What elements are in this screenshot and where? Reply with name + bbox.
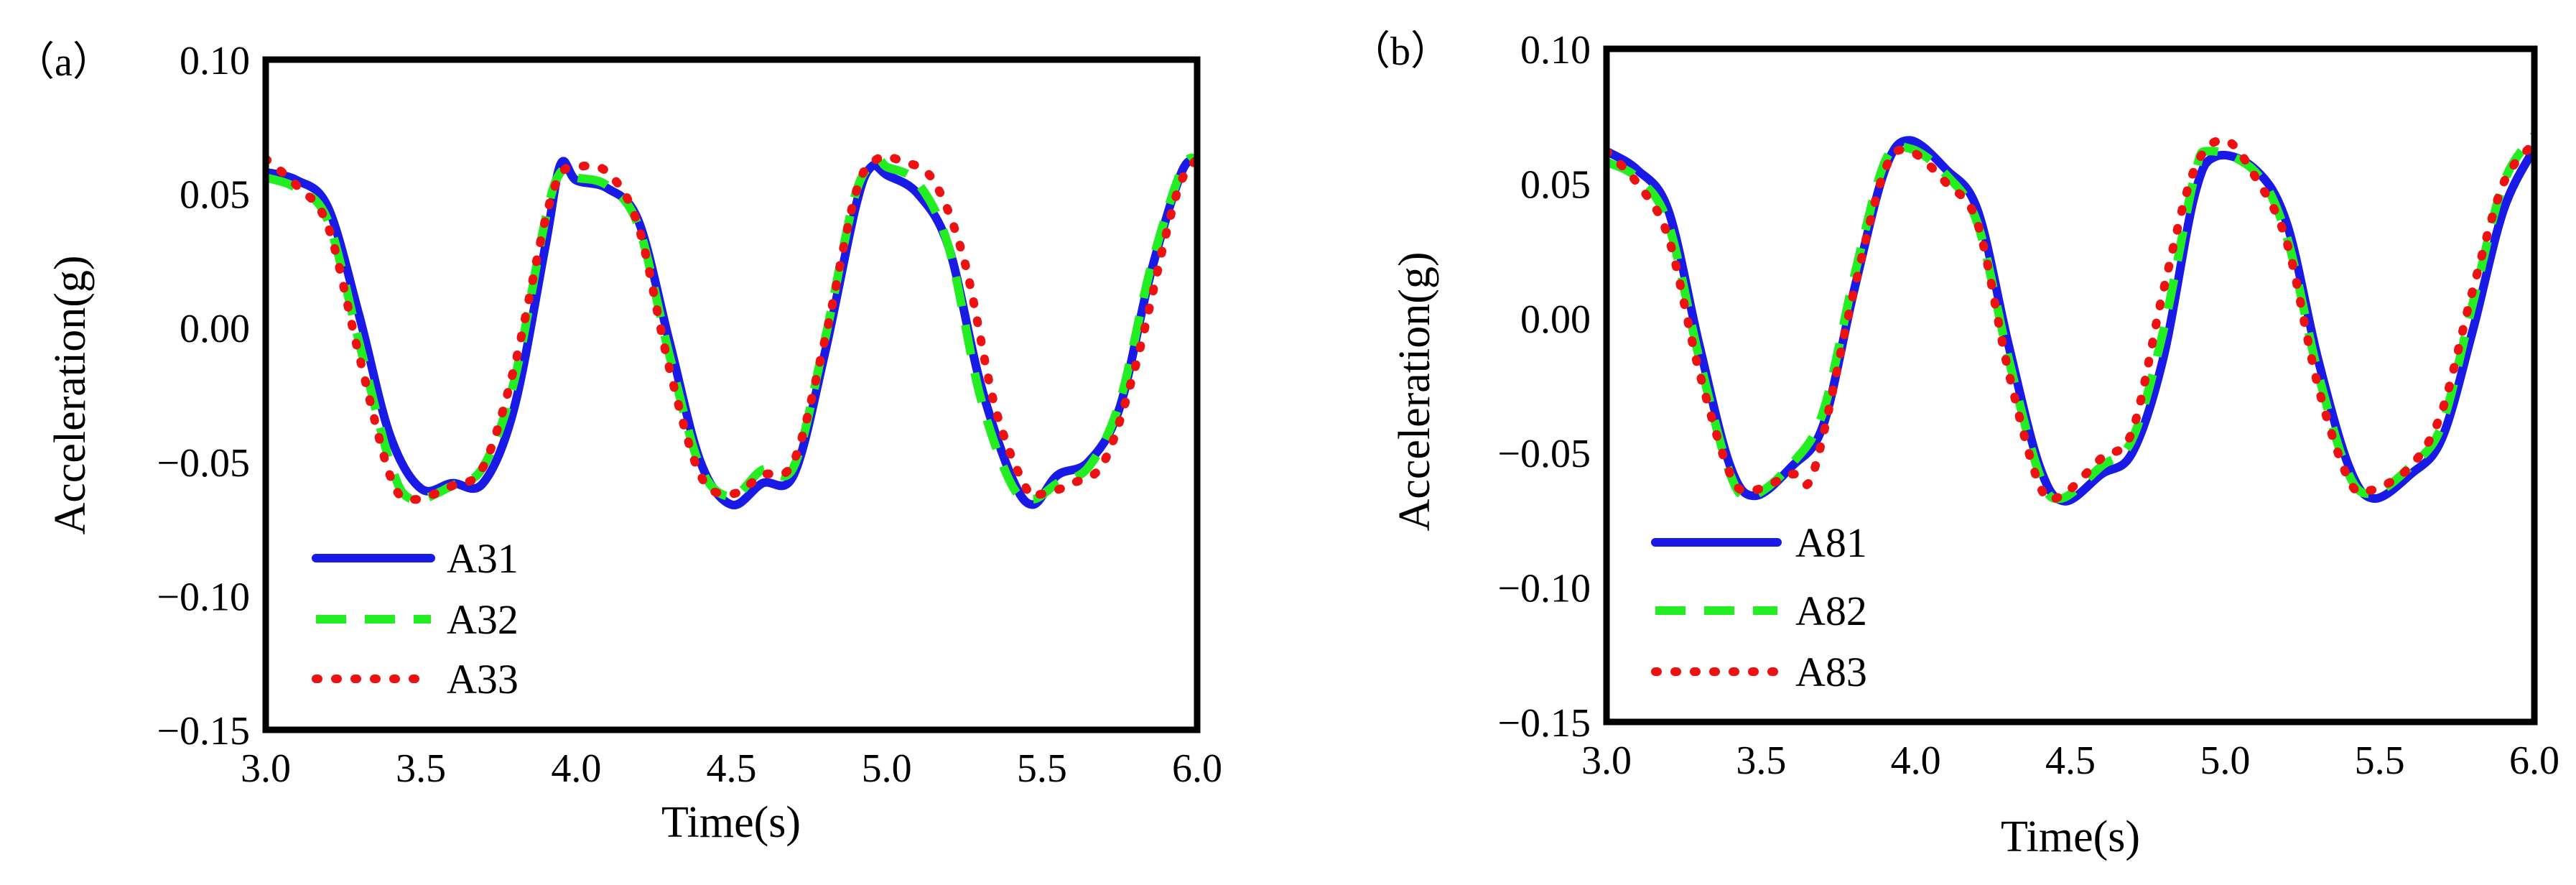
- y-axis-label-b: Acceleration(g): [1390, 252, 1439, 532]
- x-tick-labels-b: 3.0 3.5 4.0 4.5 5.0 5.5 6.0: [1581, 738, 2559, 783]
- x-axis-label-b: Time(s): [2001, 812, 2140, 861]
- legend-label-a83: A83: [1795, 649, 1867, 695]
- legend-label-a82: A82: [1795, 588, 1867, 634]
- legend-b: A81 A82 A83: [1651, 519, 1867, 695]
- x-tick-label-a: 3.0: [241, 746, 291, 791]
- plot-frame-a: [262, 56, 1201, 733]
- legend-label-a32: A32: [447, 596, 519, 643]
- x-tick-label-b: 5.0: [2200, 738, 2250, 783]
- x-tick-label-b: 3.5: [1736, 738, 1786, 783]
- y-tick-label-b: −0.05: [1497, 432, 1591, 476]
- legend-label-a33: A33: [447, 656, 519, 703]
- x-tick-label-a: 4.0: [551, 746, 601, 791]
- series-layer-b: [1606, 132, 2534, 506]
- legend-label-a81: A81: [1795, 519, 1867, 566]
- x-tick-label-a: 3.5: [396, 746, 446, 791]
- series-line-a83: [1606, 136, 2534, 504]
- y-tick-labels-b: 0.10 0.05 0.00 −0.05 −0.10 −0.15: [1497, 28, 1591, 746]
- y-tick-label-a: 0.05: [180, 173, 250, 218]
- legend-a: A31 A32 A33: [312, 535, 519, 703]
- x-tick-label-b: 3.0: [1581, 738, 1632, 783]
- y-tick-label-a: −0.15: [157, 709, 250, 754]
- y-tick-label-a: 0.10: [180, 39, 250, 83]
- x-tick-label-b: 6.0: [2509, 738, 2559, 783]
- y-tick-label-a: −0.10: [157, 575, 250, 619]
- y-tick-label-b: 0.00: [1520, 297, 1591, 342]
- series-line-a33: [266, 152, 1197, 504]
- x-axis-label-a: Time(s): [661, 798, 801, 847]
- y-tick-label-a: 0.00: [180, 307, 250, 351]
- x-tick-label-a: 5.0: [862, 746, 912, 791]
- y-tick-labels-a: 0.10 0.05 0.00 −0.05 −0.10 −0.15: [157, 39, 250, 754]
- x-tick-label-b: 5.5: [2355, 738, 2405, 783]
- x-tick-label-b: 4.5: [2045, 738, 2096, 783]
- chart-panel-b: （b） 0.10 0.05 0.00 −0.05 −0.10 −0.15 3.0 3.5 4.…: [1350, 28, 2559, 861]
- legend-label-a31: A31: [447, 535, 519, 582]
- x-tick-label-a: 4.5: [707, 746, 757, 791]
- y-axis-label-a: Acceleration(g): [46, 256, 95, 535]
- x-tick-label-a: 5.5: [1017, 746, 1067, 791]
- panel-label-a: （a）: [14, 40, 113, 85]
- y-tick-label-b: −0.10: [1497, 567, 1591, 611]
- chart-panel-a: （a） 0.10 0.05 0.00 −0.05 −0.10 −0.15 3.0 3.5 4.…: [14, 39, 1222, 847]
- series-layer-a: [266, 152, 1197, 509]
- y-tick-label-b: 0.10: [1520, 28, 1591, 73]
- x-tick-label-b: 4.0: [1891, 738, 1941, 783]
- y-tick-label-b: 0.05: [1520, 162, 1591, 207]
- series-line-a82: [1606, 132, 2534, 504]
- plot-frame-b: [1603, 45, 2538, 726]
- y-tick-label-b: −0.15: [1497, 701, 1591, 746]
- y-tick-label-a: −0.05: [157, 441, 250, 486]
- x-tick-label-a: 6.0: [1172, 746, 1222, 791]
- x-tick-labels-a: 3.0 3.5 4.0 4.5 5.0 5.5 6.0: [241, 746, 1222, 791]
- panel-label-b: （b）: [1350, 29, 1451, 74]
